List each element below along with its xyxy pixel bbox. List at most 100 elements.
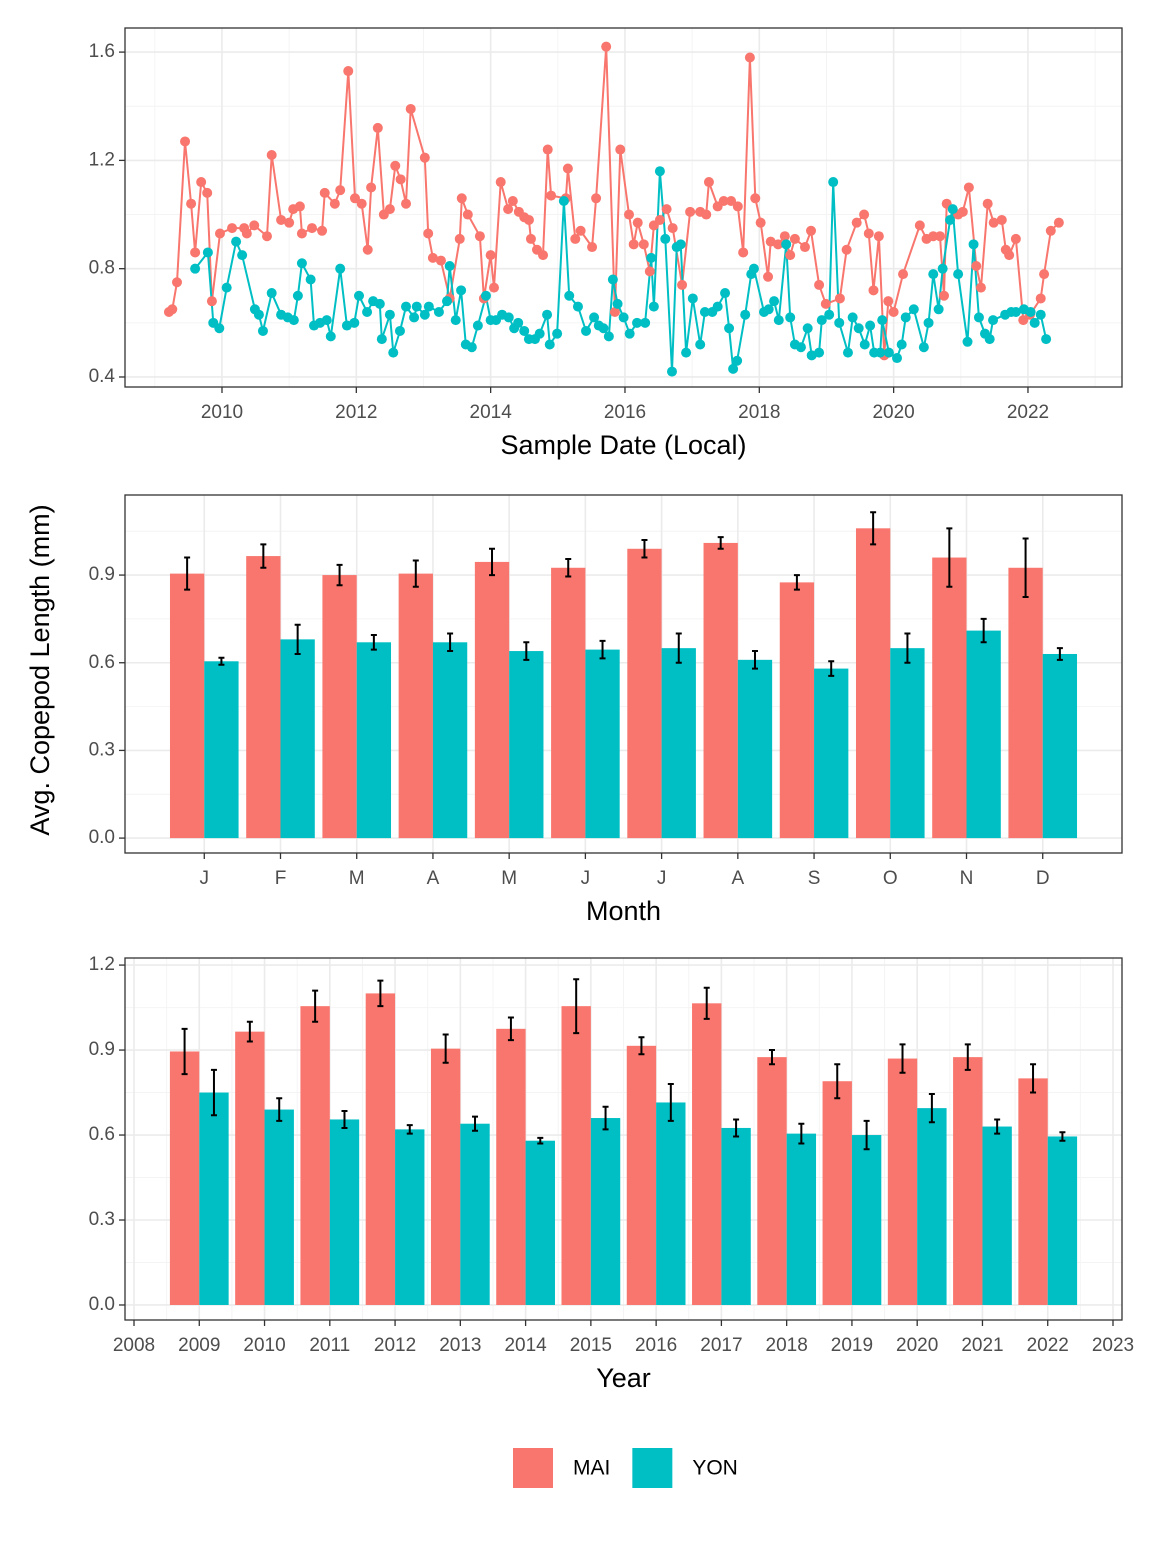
point (1018, 315, 1029, 326)
bar (1018, 1078, 1048, 1305)
error-bar (717, 536, 724, 550)
point (982, 198, 993, 209)
point (712, 301, 723, 312)
point (873, 231, 884, 242)
point (726, 196, 737, 207)
point (900, 312, 911, 323)
point (851, 217, 862, 228)
point (485, 250, 496, 261)
point (699, 307, 710, 318)
point (695, 339, 706, 350)
bar (398, 573, 433, 839)
point (253, 309, 264, 320)
point (914, 220, 925, 231)
point (1010, 233, 1021, 244)
point (587, 242, 598, 253)
point (654, 214, 665, 225)
point (615, 144, 626, 155)
x-tick-label: D (1036, 868, 1050, 889)
point (401, 198, 412, 209)
point (744, 52, 755, 63)
point (171, 277, 182, 288)
point (419, 309, 430, 320)
bar (703, 542, 738, 839)
error-bar (994, 1118, 1001, 1135)
point (388, 347, 399, 358)
point (891, 353, 902, 364)
error-bar (793, 574, 800, 591)
error-bar (667, 1083, 674, 1122)
y-tick-label: 0.0 (89, 1294, 115, 1315)
point (841, 244, 852, 255)
point (728, 363, 739, 374)
error-bar (946, 527, 953, 588)
point (963, 182, 974, 193)
point (1035, 309, 1046, 320)
error-bar (798, 1122, 805, 1145)
x-tick-label: S (808, 868, 821, 889)
point (934, 231, 945, 242)
point (542, 144, 553, 155)
point (296, 228, 307, 239)
x-tick-label: 2020 (896, 1335, 938, 1356)
point (988, 315, 999, 326)
x-tick-label: J (581, 868, 591, 889)
point (214, 228, 225, 239)
error-bar (751, 650, 758, 670)
point (1010, 307, 1021, 318)
legend-label: MAI (573, 1457, 610, 1480)
bar (432, 642, 468, 839)
point (607, 274, 618, 285)
bar (887, 1058, 918, 1305)
point (276, 214, 287, 225)
point (928, 269, 939, 280)
point (552, 328, 563, 339)
point (628, 239, 639, 250)
point (558, 196, 569, 207)
error-bar (928, 1092, 935, 1124)
point (444, 260, 455, 271)
point (661, 204, 672, 215)
point (785, 312, 796, 323)
error-bar (1059, 1131, 1066, 1142)
y-tick-label: 0.4 (89, 366, 116, 387)
point (249, 220, 260, 231)
point (546, 190, 557, 201)
point (806, 225, 817, 236)
point (640, 317, 651, 328)
x-tick-label: O (883, 868, 898, 889)
point (538, 250, 549, 261)
point (384, 204, 395, 215)
point (816, 315, 827, 326)
x-tick-label: 2015 (570, 1335, 612, 1356)
point (292, 290, 303, 301)
bar (757, 1057, 787, 1305)
point (681, 347, 692, 358)
error-bar (260, 543, 267, 569)
point (214, 323, 225, 334)
y-tick-label: 1.2 (89, 954, 115, 975)
point (814, 347, 825, 358)
point (423, 228, 434, 239)
point (433, 307, 444, 318)
error-bar (904, 632, 911, 664)
bar (1047, 1136, 1078, 1305)
point (306, 223, 317, 234)
point (325, 331, 336, 342)
error-bar (336, 563, 343, 587)
point (441, 296, 452, 307)
error-bar (573, 978, 580, 1035)
x-tick-label: 2022 (1007, 402, 1049, 423)
point (847, 312, 858, 323)
point (284, 217, 295, 228)
point (450, 315, 461, 326)
point (362, 307, 373, 318)
point (1053, 217, 1064, 228)
error-bar (507, 1016, 514, 1042)
point (996, 214, 1007, 225)
point (781, 239, 792, 250)
bar (656, 1102, 686, 1305)
point (419, 152, 430, 163)
bar (356, 642, 392, 839)
point (779, 231, 790, 242)
